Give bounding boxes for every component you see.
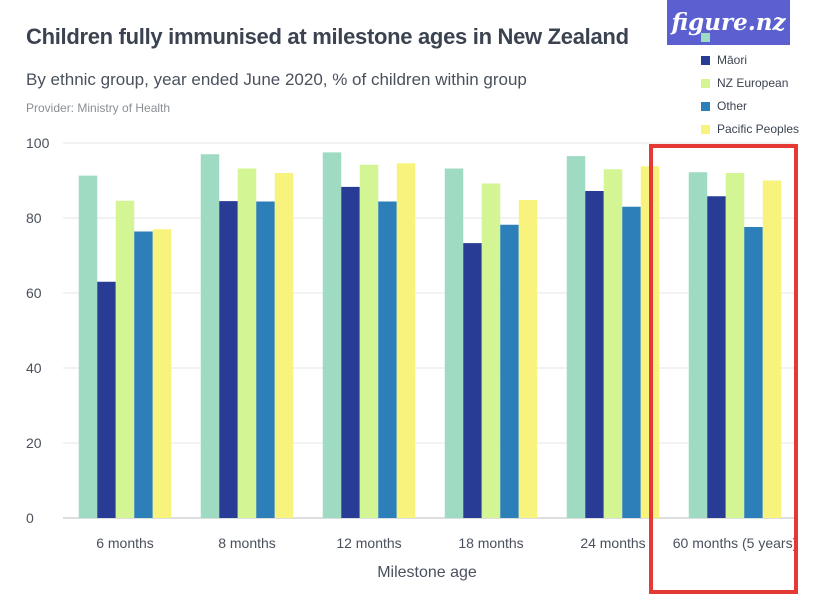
bar [688, 172, 708, 518]
bar [762, 180, 782, 518]
bar [444, 168, 464, 518]
legend-swatch [701, 32, 710, 42]
chart-subtitle: By ethnic group, year ended June 2020, %… [26, 70, 527, 89]
bar [622, 206, 641, 518]
bar [134, 231, 153, 518]
chart-title: Children fully immunised at milestone ag… [26, 24, 629, 49]
bar [707, 196, 726, 518]
bar [219, 201, 238, 518]
y-tick-label: 100 [26, 135, 50, 151]
bar [237, 168, 257, 518]
bar [97, 281, 116, 518]
legend-item-maori: Māori [701, 53, 747, 67]
y-tick-label: 80 [26, 210, 42, 226]
bar [518, 200, 538, 518]
bar [115, 200, 135, 518]
y-tick-label: 40 [26, 360, 42, 376]
y-tick-label: 60 [26, 285, 42, 301]
legend-label: Māori [717, 53, 748, 67]
bar [725, 173, 745, 518]
highlight-box [649, 144, 798, 594]
x-tick-label: 18 months [458, 535, 523, 551]
bar [341, 186, 360, 518]
bar [396, 163, 416, 518]
x-tick-label: 24 months [580, 535, 645, 551]
y-tick-label: 0 [26, 510, 34, 526]
bar [744, 227, 763, 518]
legend-label: NZ European [717, 76, 789, 90]
bar [463, 243, 482, 518]
bar [256, 201, 275, 518]
bar [274, 173, 294, 518]
y-tick-label: 20 [26, 435, 42, 451]
bar [152, 229, 172, 518]
legend-item-asian [701, 30, 717, 44]
legend-label: Pacific Peoples [717, 122, 800, 136]
bar [500, 224, 519, 518]
bar [481, 183, 501, 518]
x-tick-label: 60 months (5 years) [673, 535, 798, 551]
legend-swatch [701, 124, 710, 134]
x-tick-label: 8 months [218, 535, 276, 551]
bar [603, 169, 623, 518]
figure-nz-logo[interactable]: figure.nz [667, 0, 790, 45]
legend-item-other: Other [701, 99, 747, 113]
provider-note: Provider: Ministry of Health [26, 101, 171, 115]
bar [322, 152, 342, 518]
x-axis-label: Milestone age [377, 564, 477, 581]
legend-label: Other [717, 99, 748, 113]
bar [585, 191, 604, 518]
legend-swatch [701, 101, 710, 111]
legend-item-pacific-peoples: Pacific Peoples [701, 122, 799, 136]
bar [378, 201, 397, 518]
x-tick-label: 6 months [96, 535, 154, 551]
bar [359, 164, 379, 518]
bar [78, 175, 98, 518]
legend-swatch [701, 55, 710, 65]
bar [566, 156, 586, 518]
x-tick-label: 12 months [336, 535, 401, 551]
bar [200, 154, 220, 518]
legend-item-nz-european: NZ European [701, 76, 788, 90]
legend-swatch [701, 78, 710, 88]
